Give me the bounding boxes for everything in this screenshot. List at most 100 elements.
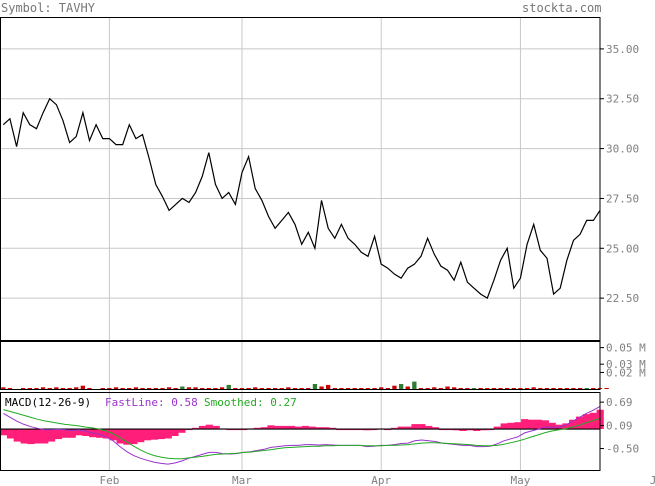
volume-bar [27,388,32,389]
macd-hist-bar [459,429,467,431]
x-tick-label: Feb [99,474,119,486]
panel-frames [0,17,601,471]
site-label[interactable]: stockta.com [522,1,602,15]
volume-bar [385,388,390,389]
volume-bar [21,388,26,389]
macd-hist-bar [13,429,21,442]
macd-hist-bar [569,419,577,430]
macd-hist-bar [493,426,501,430]
macd-hist-bar [452,429,460,431]
macd-hist-bar [301,425,309,429]
macd-histogram [0,409,604,445]
macd-hist-bar [130,429,138,445]
macd-hist-bar [329,427,337,429]
macd-hist-bar [171,429,179,436]
volume-bar [113,387,119,389]
volume-bar [571,388,576,389]
volume-bar [127,388,132,389]
macd-lines [3,405,601,465]
volume-bar [226,384,231,389]
macd-hist-bar [150,429,159,440]
macd-hist-bar [6,429,15,439]
volume-axis: 0.05 M 0.03 M0.02 M [600,342,646,379]
volume-bar [399,384,404,389]
volume-bar [266,388,271,389]
volume-bar [326,384,331,389]
x-tick-label: Mar [232,474,252,486]
macd-hist-bar [0,429,8,436]
macd-hist-bar [260,427,268,430]
volume-bar [239,388,245,389]
volume-bar [458,388,463,389]
macd-hist-bar [418,424,426,430]
volume-bar [352,388,357,389]
volume-bar [511,388,516,389]
macd-tick-label: 0.69 [606,396,633,409]
panel-frame [0,392,601,471]
volume-bar [531,387,536,389]
x-tick-label: May [511,474,531,486]
volume-bar [498,388,503,389]
macd-hist-bar [363,429,371,431]
macd-hist-bar [411,424,419,430]
volume-bar [166,387,172,389]
y-tick-label: 27.50 [606,192,639,205]
volume-bar [551,388,556,389]
volume-bar [67,388,72,389]
volume-bar [47,388,52,389]
macd-hist-bar [192,427,200,429]
volume-bar [286,387,291,389]
volume-bar [100,388,105,389]
macd-hist-bar [521,419,529,430]
macd-hist-bar [480,429,488,431]
macd-tick-label: 0.09 [606,420,633,433]
volume-bar [60,388,66,389]
volume-bar [80,385,85,389]
macd-hist-bar [466,429,474,431]
macd-hist-bar [500,423,508,429]
volume-bar [578,388,583,389]
macd-hist-bar [41,429,49,444]
volume-bar [465,388,470,389]
volume-bar [365,388,371,389]
volume-bar [438,388,443,389]
macd-hist-bar [75,429,83,436]
volume-bar [147,388,152,389]
volume-bar [306,388,311,389]
volume-bar [564,388,569,389]
volume-bar [412,381,417,389]
volume-bar [273,388,278,389]
macd-hist-bar [315,427,323,430]
volume-bar [584,388,589,389]
volume-bar [34,388,39,389]
volume-bar [246,388,251,389]
macd-smoothed-line [3,409,601,460]
volume-bar [54,387,59,389]
macd-hist-bar [397,426,405,430]
macd-hist-bar [123,429,131,445]
volume-bar [372,388,377,389]
macd-hist-bar [548,422,556,429]
macd-hist-bar [157,429,165,440]
volume-bar [173,388,178,389]
volume-bar [107,388,112,389]
volume-bar [193,387,198,389]
macd-legend-fast: FastLine: 0.58 [105,396,198,409]
macd-hist-bar [144,429,152,441]
volume-bar [591,388,596,389]
volume-panel [1,381,609,389]
macd-hist-bar [541,420,549,429]
macd-hist-bar [322,427,330,430]
volume-bar [478,388,483,389]
volume-bar [445,386,450,389]
volume-bar [299,388,304,389]
macd-hist-bar [116,429,124,444]
symbol-label: Symbol: TAVHY [1,1,95,15]
macd-hist-bar [178,429,186,433]
macd-hist-bar [528,419,536,430]
volume-bar [74,387,79,389]
price-panel [2,97,601,299]
macd-hist-bar [294,426,303,430]
macd-hist-bar [288,425,296,429]
